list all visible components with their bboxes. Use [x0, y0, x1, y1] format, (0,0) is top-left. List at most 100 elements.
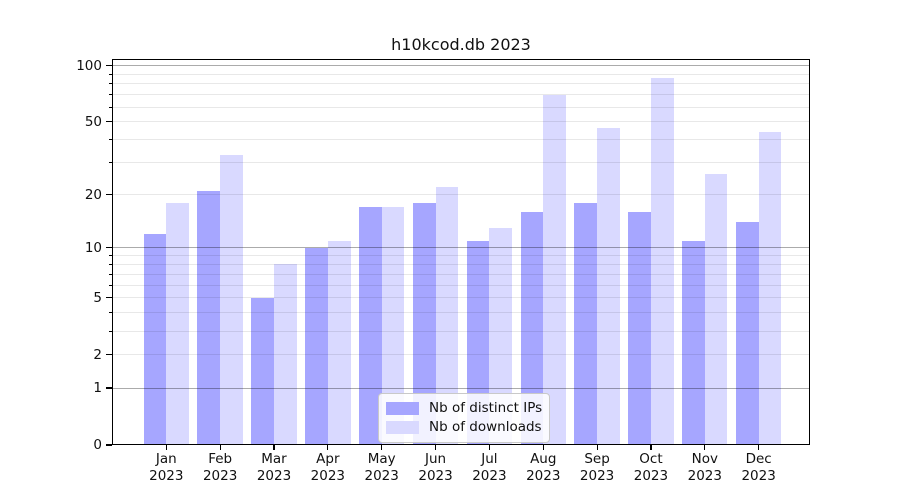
y-axis-minor-tick	[108, 139, 112, 141]
y-axis-minor-tick	[108, 297, 112, 299]
x-axis-tick-label: May 2023	[364, 451, 399, 484]
minor-gridline	[112, 273, 810, 275]
y-axis-minor-tick	[108, 330, 112, 332]
y-axis-tick-label: 5	[93, 289, 102, 306]
bar-dec-downloads	[758, 132, 782, 445]
minor-gridline	[112, 354, 810, 356]
x-axis-tick-label: Nov 2023	[687, 451, 722, 484]
legend-label-downloads: Nb of downloads	[429, 419, 542, 435]
minor-gridline	[112, 312, 810, 314]
x-axis-tick	[219, 445, 221, 450]
bar-oct-distinct-ips	[628, 212, 651, 445]
x-axis-tick-label: Aug 2023	[526, 451, 561, 484]
y-axis-tick-label: 10	[84, 239, 102, 256]
y-axis-minor-tick	[108, 162, 112, 164]
bar-mar-downloads	[274, 264, 297, 445]
major-gridline	[112, 387, 810, 389]
y-axis-tick-label: 1	[93, 380, 102, 396]
x-axis-tick-label: Mar 2023	[256, 451, 292, 484]
x-axis-tick	[165, 445, 167, 450]
major-gridline	[112, 65, 810, 67]
x-axis-tick	[758, 445, 760, 450]
y-axis-tick-label: 50	[84, 113, 102, 130]
bar-apr-downloads	[327, 240, 351, 445]
x-axis-tick	[488, 445, 490, 450]
y-axis-minor-tick	[108, 94, 112, 96]
y-axis-tick-label: 20	[84, 186, 102, 203]
bar-sep-downloads	[597, 128, 620, 445]
x-axis-tick-label: Oct 2023	[633, 451, 669, 484]
bar-may-downloads	[381, 207, 405, 445]
x-axis-tick	[434, 445, 437, 450]
y-axis-minor-tick	[108, 284, 112, 286]
bar-nov-downloads	[704, 174, 728, 445]
y-axis-tick	[106, 387, 112, 389]
x-axis-tick	[596, 445, 598, 450]
bar-jan-distinct-ips	[143, 234, 167, 445]
y-axis-minor-tick	[108, 106, 112, 108]
bar-apr-distinct-ips	[305, 247, 328, 445]
x-axis-tick-label: Jun 2023	[418, 451, 453, 484]
bar-jul-downloads	[489, 228, 513, 445]
x-axis-tick-label: Dec 2023	[741, 451, 776, 484]
bar-may-distinct-ips	[359, 207, 382, 445]
bar-mar-distinct-ips	[251, 297, 274, 445]
minor-gridline	[112, 194, 810, 196]
bar-sep-distinct-ips	[574, 202, 598, 445]
chart-title: h10kcod.db 2023	[391, 35, 531, 54]
y-axis-minor-tick	[108, 194, 112, 196]
bar-oct-downloads	[650, 77, 674, 445]
y-axis-tick-label: 2	[93, 346, 102, 363]
minor-gridline	[112, 121, 810, 123]
major-gridline	[112, 247, 810, 249]
y-axis-minor-tick	[108, 312, 112, 314]
bar-feb-downloads	[220, 155, 243, 445]
x-axis-tick-label: Jan 2023	[149, 451, 184, 484]
minor-gridline	[112, 255, 810, 257]
legend-swatch-downloads	[386, 421, 419, 434]
minor-gridline	[112, 83, 810, 85]
legend-swatch-distinct-ips	[386, 402, 419, 415]
y-axis-tick-label: 0	[93, 437, 102, 453]
bar-dec-distinct-ips	[735, 222, 759, 445]
minor-gridline	[112, 297, 810, 299]
y-axis-tick	[106, 64, 112, 67]
legend-label-distinct-ips: Nb of distinct IPs	[429, 400, 543, 416]
bar-nov-distinct-ips	[682, 240, 705, 445]
y-axis-tick-label: 100	[76, 57, 102, 74]
bar-aug-distinct-ips	[520, 212, 544, 445]
x-axis-tick-label: Sep 2023	[579, 451, 615, 484]
minor-gridline	[112, 139, 810, 141]
legend-entry-downloads: Nb of downloads	[386, 418, 542, 437]
y-axis-minor-tick	[108, 73, 112, 75]
legend-entry-distinct-ips: Nb of distinct IPs	[386, 399, 543, 418]
minor-gridline	[112, 330, 810, 332]
plot-area: Nb of distinct IPs Nb of downloads	[112, 59, 810, 445]
bar-jun-downloads	[435, 187, 459, 445]
x-axis-tick	[542, 445, 544, 450]
y-axis-minor-tick	[108, 121, 112, 123]
x-axis-tick	[273, 445, 275, 450]
minor-gridline	[112, 162, 810, 164]
minor-gridline	[112, 73, 810, 75]
y-axis-minor-tick	[108, 83, 112, 85]
minor-gridline	[112, 94, 810, 96]
x-axis-tick-label: Jul 2023	[472, 451, 507, 484]
minor-gridline	[112, 106, 810, 108]
y-axis-tick	[106, 444, 112, 446]
y-axis-minor-tick	[108, 273, 112, 275]
x-axis-tick	[650, 445, 652, 450]
bar-jan-downloads	[166, 202, 189, 445]
y-axis-minor-tick	[108, 263, 112, 266]
x-axis-tick-label: Apr 2023	[310, 451, 346, 484]
bar-aug-downloads	[543, 94, 566, 445]
x-axis-tick-label: Feb 2023	[202, 451, 238, 484]
minor-gridline	[112, 263, 810, 265]
y-axis-minor-tick	[108, 354, 112, 356]
bar-feb-distinct-ips	[197, 190, 221, 445]
x-axis-tick	[381, 445, 383, 450]
x-axis-tick	[704, 445, 706, 450]
legend: Nb of distinct IPs Nb of downloads	[378, 393, 550, 443]
y-axis-minor-tick	[108, 255, 112, 257]
